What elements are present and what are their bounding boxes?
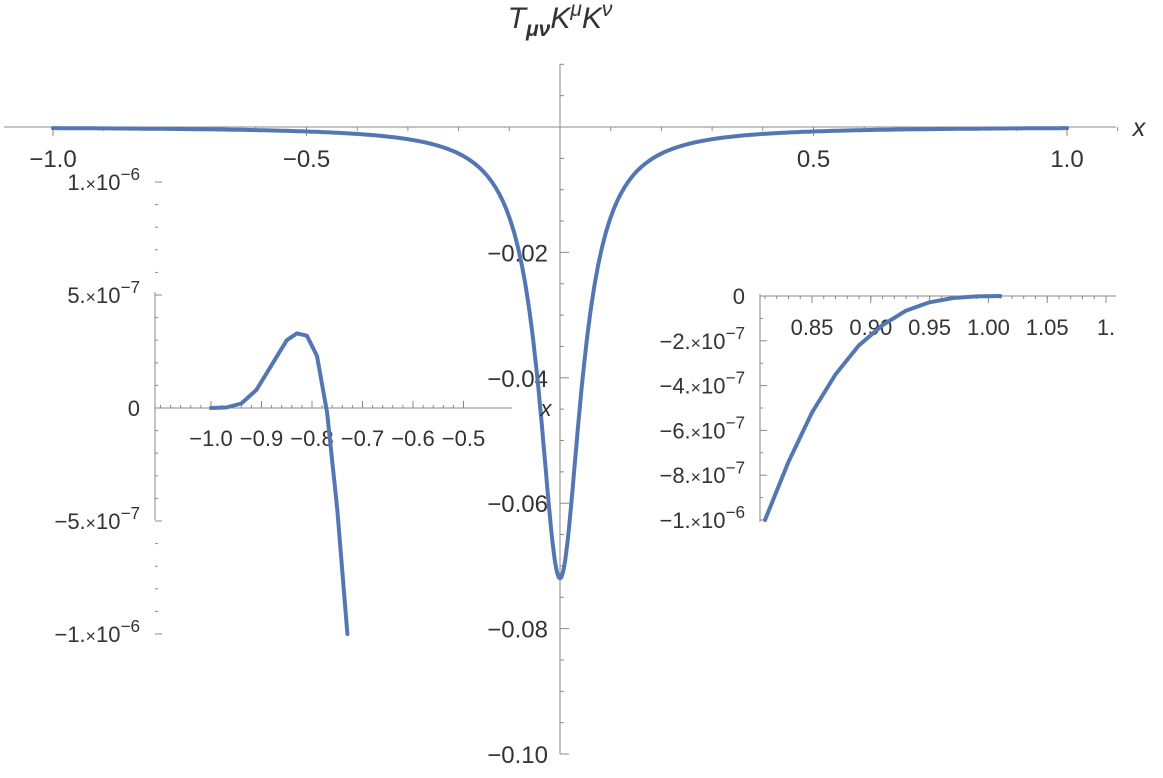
main-plot: −1.0 −0.5 0.5 1.0x−0.02−0.04−0.06−0.08−0.10 [4,63,1147,769]
chart-title: TμνKμKν [508,0,613,41]
title-k1: K [550,2,572,35]
main-y-tick-label: −0.08 [487,617,548,644]
title-k2-sup: ν [602,0,613,21]
inset-left-x-tick-label: −0.5 [442,426,485,451]
inset-left-y-tick-label: 1.×10−6 [67,164,140,195]
inset-left-y-tick-label: 5.×10−7 [67,277,140,308]
main-series-line [51,126,1069,581]
inset-right-y-tick-label: −8.×10−7 [659,457,745,488]
inset-left-x-tick-label: −0.7 [341,426,384,451]
title-t-sub: μν [525,18,551,41]
main-x-tick-label: 0.5 [797,146,830,173]
inset-right-x-tick-label: 0.95 [908,315,951,340]
main-x-tick-label: 1.0 [1050,146,1083,173]
inset-right-y-tick-label: −6.×10−7 [659,413,745,444]
title-k1-sup: μ [569,0,582,21]
main-y-tick-label: −0.10 [487,742,548,769]
inset-right-x-tick-label: 1. [1097,315,1115,340]
inset-right-y-tick-label: −4.×10−7 [659,368,745,399]
inset-left-x-tick-label: −0.8 [290,426,333,451]
inset-left-y-tick-label: −1.×10−6 [54,616,140,647]
main-y-tick-label: −0.06 [487,491,548,518]
inset-right-y-tick-label: −2.×10−7 [659,323,745,354]
inset-right-plot: 0.85 0.90 0.95 1.00 1.05 1.0−2.×10−7−4.×10−7−… [659,284,1116,533]
inset-right-series-line [763,294,1003,522]
inset-right-x-tick-label: 0.85 [791,315,834,340]
main-x-tick-label: −0.5 [283,146,330,173]
inset-right-x-tick-label: 1.05 [1026,315,1069,340]
main-x-tick-label: −1.0 [29,146,76,173]
inset-left-x-tick-label: −0.6 [391,426,434,451]
inset-left-x-tick-label: −0.9 [240,426,283,451]
inset-left-x-tick-label: −1.0 [189,426,232,451]
inset-left-x-axis-label: x [540,396,553,421]
inset-left-series-line [209,331,350,636]
inset-left-plot: −1.0 −0.9 −0.8 −0.7 −0.6 −0.5 x 1.×10−6 5.×10−7 0… [54,164,552,647]
title-t: T [508,2,529,35]
inset-right-y-tick-label: −1.×10−6 [659,502,745,533]
inset-right-y-tick-label: 0 [733,284,745,309]
inset-left-y-tick-label: −5.×10−7 [54,503,140,534]
main-x-axis-label: x [1132,114,1147,142]
inset-left-y-tick-label: 0 [128,396,140,421]
inset-right-x-tick-label: 1.00 [967,315,1010,340]
title-k2: K [582,2,604,35]
